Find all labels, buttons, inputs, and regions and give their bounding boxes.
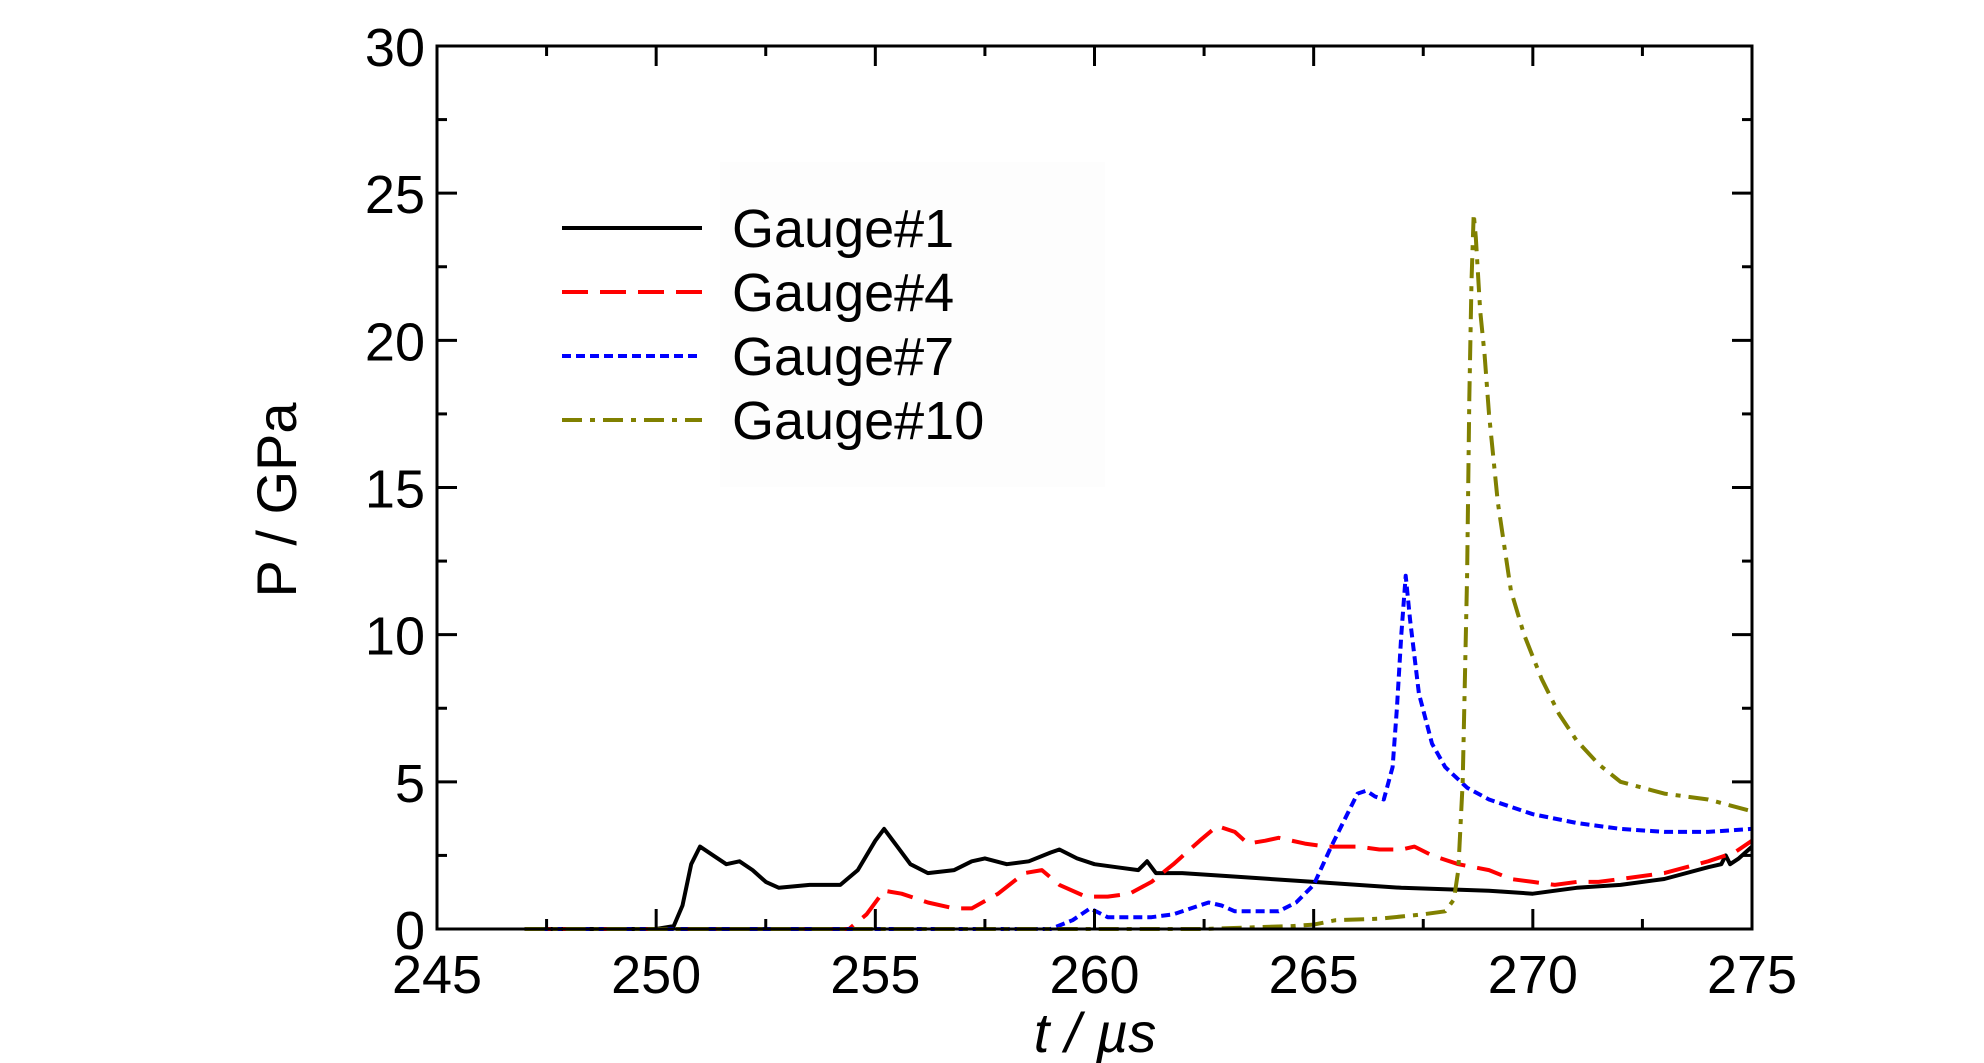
- y-tick-label: 25: [365, 165, 425, 225]
- legend-background: [720, 162, 1105, 487]
- legend-label-4: Gauge#10: [732, 391, 984, 451]
- legend-label-1: Gauge#1: [732, 199, 954, 259]
- x-tick-label: 265: [1269, 945, 1359, 1005]
- x-tick-label: 250: [611, 945, 701, 1005]
- x-tick-label: 275: [1707, 945, 1797, 1005]
- series-line-2: [524, 824, 1754, 931]
- legend-label-2: Gauge#4: [732, 263, 954, 323]
- x-tick-label: 245: [392, 945, 482, 1005]
- legend-label-3: Gauge#7: [732, 327, 954, 387]
- tick-labels: 245 250 255 260 265 270 275 0 5 10 15 20 25 30: [365, 18, 1797, 1005]
- series-line-4: [524, 211, 1753, 931]
- x-axis-title: t / µs: [1034, 1001, 1157, 1063]
- ticks: [435, 44, 1754, 931]
- x-tick-label: 270: [1488, 945, 1578, 1005]
- y-tick-label: 5: [395, 754, 425, 814]
- legend-box: [720, 162, 1105, 487]
- series-line-3: [524, 573, 1753, 931]
- y-tick-label: 10: [365, 607, 425, 667]
- x-tick-label: 255: [830, 945, 920, 1005]
- y-tick-label: 15: [365, 460, 425, 520]
- x-tick-label: 260: [1049, 945, 1139, 1005]
- y-tick-label: 20: [365, 312, 425, 372]
- y-tick-label: 30: [365, 18, 425, 78]
- y-tick-label: 0: [395, 901, 425, 961]
- series-line-1: [524, 826, 1754, 931]
- y-axis-title: P / GPa: [245, 402, 308, 598]
- plot-lines: [524, 211, 1754, 931]
